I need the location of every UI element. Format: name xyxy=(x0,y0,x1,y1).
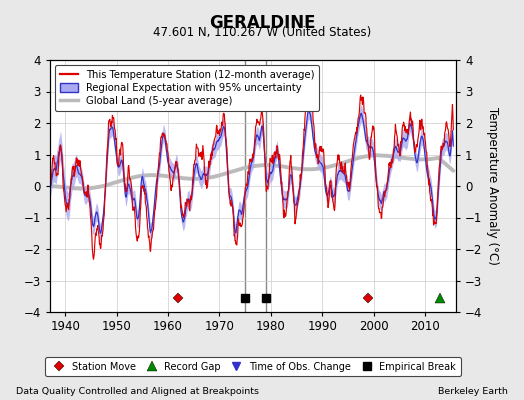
Text: Data Quality Controlled and Aligned at Breakpoints: Data Quality Controlled and Aligned at B… xyxy=(16,387,259,396)
Text: 47.601 N, 110.267 W (United States): 47.601 N, 110.267 W (United States) xyxy=(153,26,371,39)
Text: GERALDINE: GERALDINE xyxy=(209,14,315,32)
Y-axis label: Temperature Anomaly (°C): Temperature Anomaly (°C) xyxy=(486,107,499,265)
Legend: Station Move, Record Gap, Time of Obs. Change, Empirical Break: Station Move, Record Gap, Time of Obs. C… xyxy=(45,357,461,376)
Text: Berkeley Earth: Berkeley Earth xyxy=(439,387,508,396)
